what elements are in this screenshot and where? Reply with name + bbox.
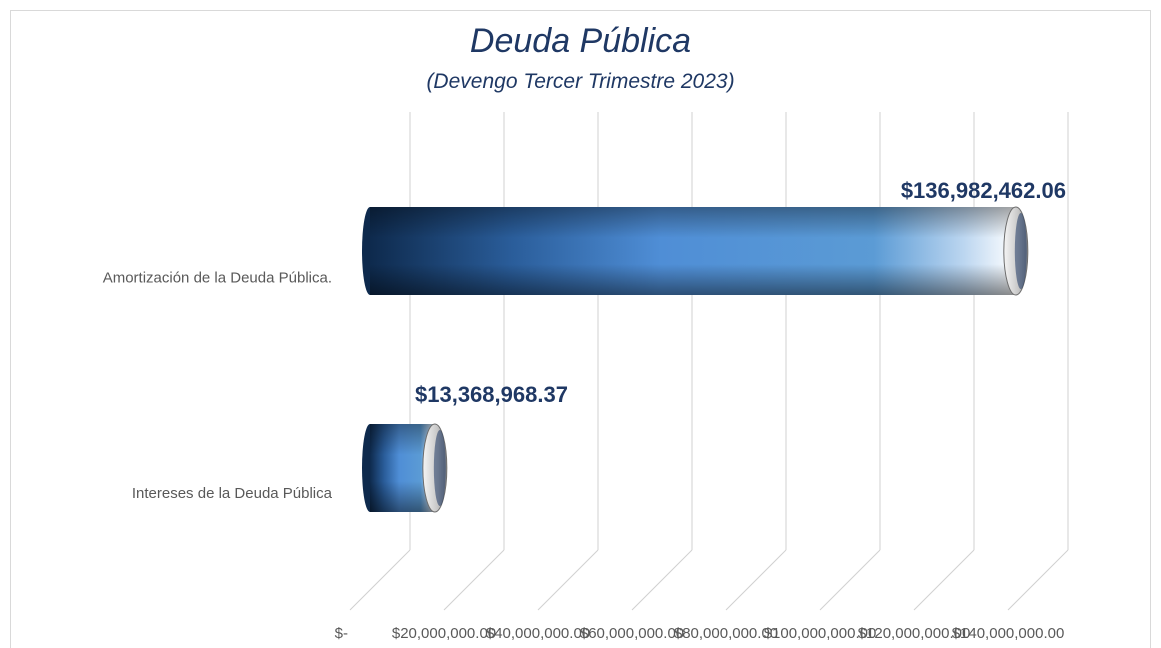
gridline-floor <box>725 549 787 611</box>
x-tick-label: $80,000,000.00 <box>674 625 778 642</box>
gridline-floor <box>631 549 693 611</box>
gridline-floor <box>443 549 505 611</box>
bar-cap-shadow <box>1014 213 1027 289</box>
data-label: $136,982,462.06 <box>901 178 1066 203</box>
gridline-floor <box>1007 549 1069 611</box>
bar <box>362 206 1029 296</box>
data-label: $13,368,968.37 <box>415 382 568 407</box>
x-tick-label: $60,000,000.00 <box>580 625 684 642</box>
x-tick-label: $40,000,000.00 <box>486 625 590 642</box>
bar-shading <box>370 207 1016 295</box>
x-tick-label: $20,000,000.00 <box>392 625 496 642</box>
frame-border-left <box>10 10 11 648</box>
bar <box>362 423 448 513</box>
x-tick-label: $- <box>335 625 348 642</box>
x-tick-label: $140,000,000.00 <box>952 625 1065 642</box>
bar-cap-shadow <box>433 430 446 506</box>
frame-border-top <box>10 10 1151 11</box>
gridline-floor <box>349 549 411 611</box>
gridline-floor <box>913 549 975 611</box>
chart-title: Deuda Pública <box>469 22 692 60</box>
chart-subtitle: (Devengo Tercer Trimestre 2023) <box>426 70 735 93</box>
category-label: Intereses de la Deuda Pública <box>132 485 333 502</box>
gridline-floor <box>537 549 599 611</box>
x-tick-label: $100,000,000.00 <box>764 625 877 642</box>
gridline-floor <box>819 549 881 611</box>
x-tick-label: $120,000,000.00 <box>858 625 971 642</box>
frame-border-right <box>1150 10 1151 648</box>
category-label: Amortización de la Deuda Pública. <box>103 270 332 287</box>
